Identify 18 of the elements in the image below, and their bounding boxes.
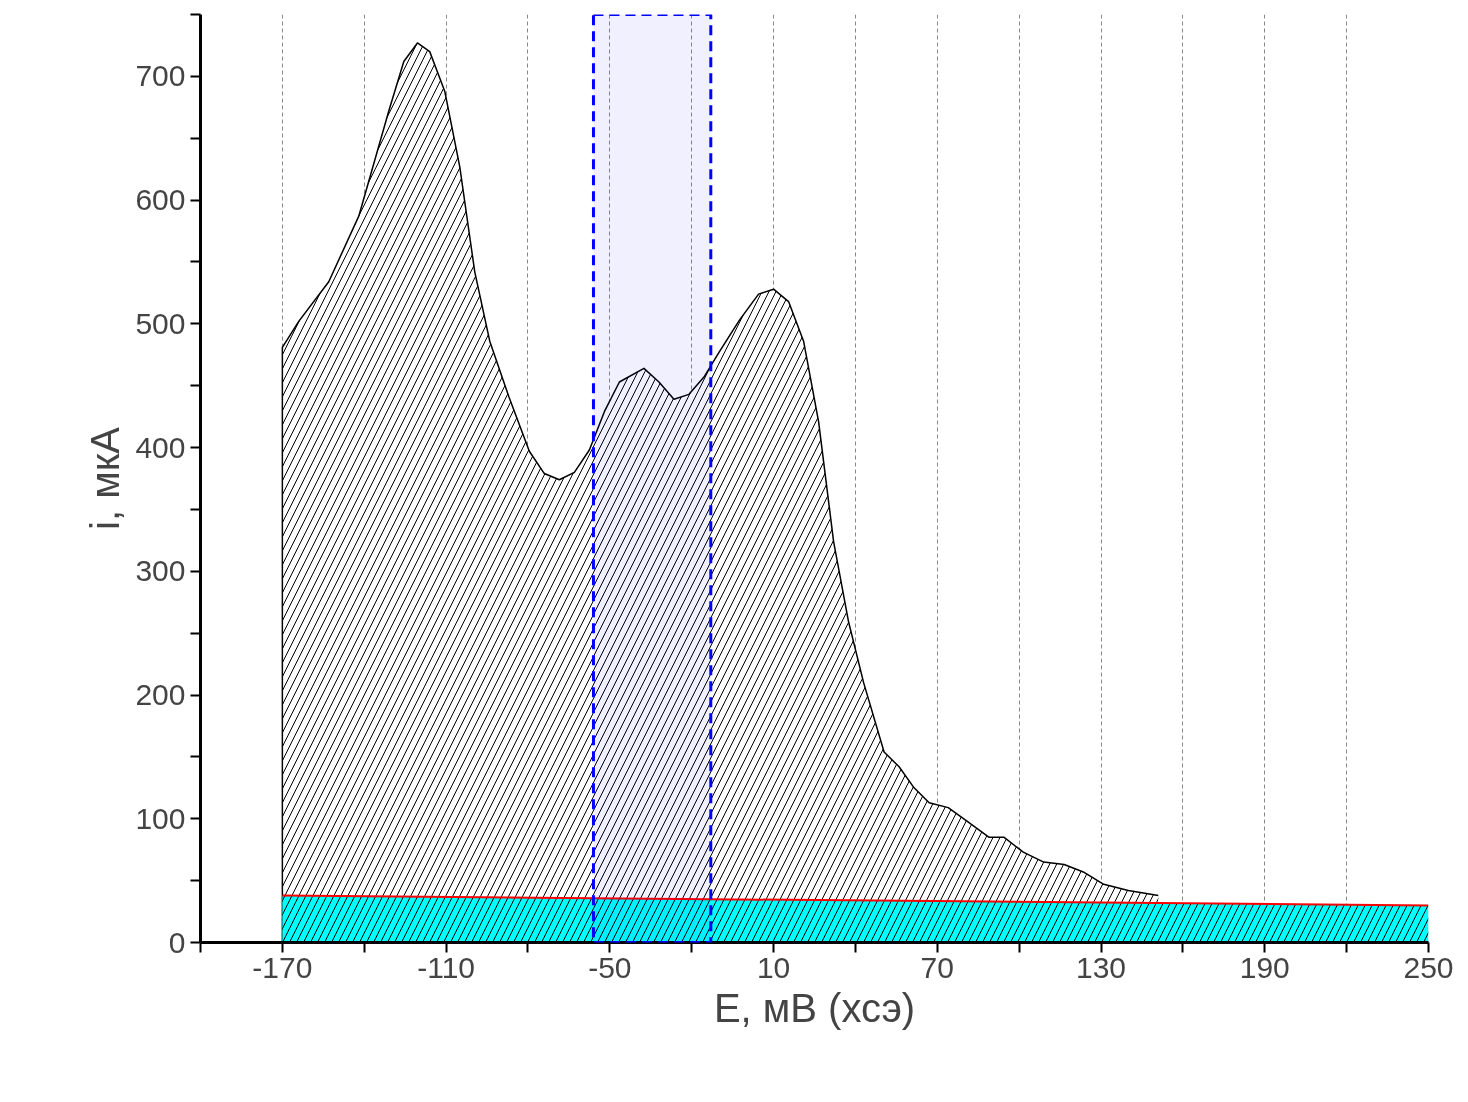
y-tick-label: 400 [135,430,186,464]
x-tick-label: 10 [756,950,791,984]
x-axis-title: E, мВ (хсэ) [713,985,916,1030]
y-tick-label: 0 [168,925,186,959]
y-tick-label: 100 [135,801,186,835]
x-tick-label: 70 [920,950,954,984]
x-tick-label: 190 [1239,950,1290,984]
y-axis-title: i, мкА [83,426,128,530]
x-tick-label: 250 [1403,950,1454,984]
x-tick-label: 130 [1076,950,1127,984]
y-tick-label: 600 [135,183,186,217]
y-tick-label: 700 [135,59,186,93]
y-tick-label: 300 [135,554,186,588]
y-tick-label: 500 [135,306,186,340]
y-tick-label: 200 [135,678,186,712]
x-tick-label: -170 [252,950,313,984]
x-tick-label: -110 [417,950,476,984]
x-tick-label: -50 [588,950,632,984]
